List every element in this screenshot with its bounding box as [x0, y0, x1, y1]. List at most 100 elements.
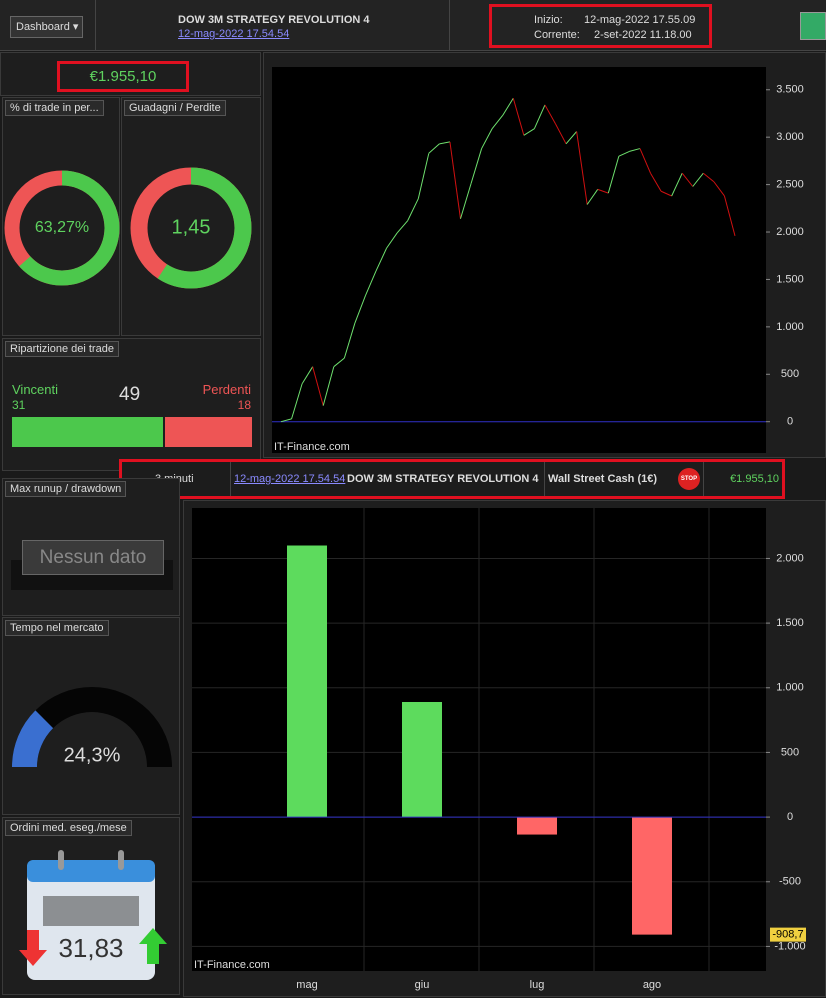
line-segment: [650, 172, 662, 192]
stop-button[interactable]: STOP: [678, 468, 700, 490]
panel-title: % di trade in per...: [5, 100, 104, 116]
calendar-icon: 31,83: [19, 850, 167, 980]
line-segment: [555, 123, 567, 145]
gain-loss-panel: Guadagni / Perdite 1,45: [121, 97, 261, 336]
y-tick-label: 1.500: [776, 617, 804, 629]
line-segment: [576, 131, 588, 205]
x-tick-label: mag: [296, 979, 317, 991]
gauge-track: [12, 687, 172, 767]
line-segment: [354, 295, 366, 324]
instrument: Wall Street Cash (1€): [548, 473, 658, 485]
y-tick-label: -500: [779, 876, 801, 888]
strip-strategy: DOW 3M STRATEGY REVOLUTION 4: [347, 473, 539, 485]
no-data: Nessun dato: [22, 540, 164, 575]
line-segment: [491, 115, 504, 129]
y-tick-label: 2.500: [776, 179, 804, 191]
line-segment: [343, 322, 356, 359]
line-segment: [629, 148, 641, 152]
y-tick-label: -1.000: [774, 940, 805, 952]
dashboard-button[interactable]: Dashboard ▾: [10, 16, 83, 38]
line-chart-panel: 0 500 1.000 1.500 2.000 2.500 3.000 3.500 IT-Fin…: [263, 52, 826, 458]
line-chart: 0 500 1.000 1.500 2.000 2.500 3.000 3.500 IT-Fin…: [272, 67, 804, 453]
panel-title: Tempo nel mercato: [5, 620, 109, 636]
line-segment: [470, 148, 483, 184]
line-segment: [407, 198, 419, 221]
divider: [95, 0, 96, 51]
win-pct-panel: % di trade in per... 63,27%: [2, 97, 120, 336]
line-segment: [460, 183, 472, 219]
wins: 31: [12, 398, 26, 412]
line-segment: [597, 188, 609, 194]
line-segment: [386, 232, 398, 249]
gauge: 24,3%: [11, 687, 172, 767]
gauge-value: 24,3%: [64, 744, 121, 766]
line-segment: [312, 366, 324, 406]
bar: [287, 545, 327, 818]
orders-panel: Ordini med. eseg./mese 31,83: [2, 817, 180, 995]
y-tick-label: 2.000: [776, 552, 804, 564]
ring: [58, 850, 64, 870]
strip-equity: €1.955,10: [730, 473, 779, 485]
line-segment: [280, 418, 292, 423]
line-segment: [586, 189, 599, 205]
date-link[interactable]: 12-mag-2022 17.54.54: [178, 28, 290, 40]
strategy-title: DOW 3M STRATEGY REVOLUTION 4: [178, 14, 370, 26]
line-segment: [692, 172, 704, 187]
orders-value: 31,83: [58, 933, 123, 963]
y-tick-label: 500: [781, 368, 799, 380]
donut-gain: [130, 167, 252, 289]
divider: [230, 462, 231, 496]
panel-title: Ordini med. eseg./mese: [5, 820, 132, 836]
loss-bar: [165, 417, 252, 447]
x-tick-label: giu: [415, 979, 430, 991]
y-tick-label: 1.000: [776, 682, 804, 694]
dashboard-label: Dashboard: [16, 21, 70, 33]
line-segment: [639, 148, 651, 174]
divider: [449, 0, 450, 51]
line-segment: [365, 270, 377, 296]
bar-chart-panel: -1.000 -500 0 500 1.000 1.500 2.000 mag giu lug ag…: [183, 500, 826, 997]
y-tick-label: 3.000: [776, 131, 804, 143]
panel-title: Ripartizione dei trade: [5, 341, 119, 357]
line-segment: [301, 366, 314, 385]
line-segment: [417, 153, 430, 199]
line-segment: [671, 173, 683, 197]
watermark: IT-Finance.com: [194, 959, 270, 971]
line-segment: [713, 181, 725, 197]
watermark: IT-Finance.com: [274, 441, 350, 453]
bar: [632, 817, 672, 935]
panel-title: Max runup / drawdown: [5, 481, 127, 497]
line-segment: [291, 383, 303, 420]
tool-icon[interactable]: [800, 12, 826, 40]
line-segment: [322, 366, 335, 406]
line-segment: [428, 143, 440, 154]
bar: [517, 817, 557, 835]
value-tag: [770, 927, 806, 942]
donut: 63,27%: [4, 170, 120, 286]
strip-date[interactable]: 12-mag-2022 17.54.54: [234, 473, 346, 485]
line-segment: [396, 220, 409, 234]
line-segment: [502, 98, 514, 116]
y-tick-label: 0: [787, 416, 793, 428]
y-tick-label: 2.000: [776, 226, 804, 238]
x-tick-label: ago: [643, 979, 661, 991]
line-segment: [660, 190, 672, 197]
start: 12-mag-2022 17.55.09: [584, 14, 696, 26]
time-panel: Tempo nel mercato 24,3%: [2, 617, 180, 815]
line-segment: [439, 141, 451, 145]
divider: [703, 462, 704, 496]
ring: [118, 850, 124, 870]
donut-value: 63,27%: [35, 219, 89, 236]
y-tick-label: 1.500: [776, 273, 804, 285]
x-tick-label: lug: [530, 979, 545, 991]
line-segment: [533, 104, 546, 129]
losses: 18: [237, 398, 251, 412]
loss-label: Perdenti: [202, 382, 251, 397]
plot-area: [272, 67, 766, 453]
top-bar: Dashboard ▾ DOW 3M STRATEGY REVOLUTION 4…: [0, 0, 826, 51]
value-label: -908,7: [772, 929, 803, 941]
donut: 1,45: [130, 167, 252, 289]
line-segment: [449, 141, 461, 219]
y-tick-label: 3.500: [776, 84, 804, 96]
